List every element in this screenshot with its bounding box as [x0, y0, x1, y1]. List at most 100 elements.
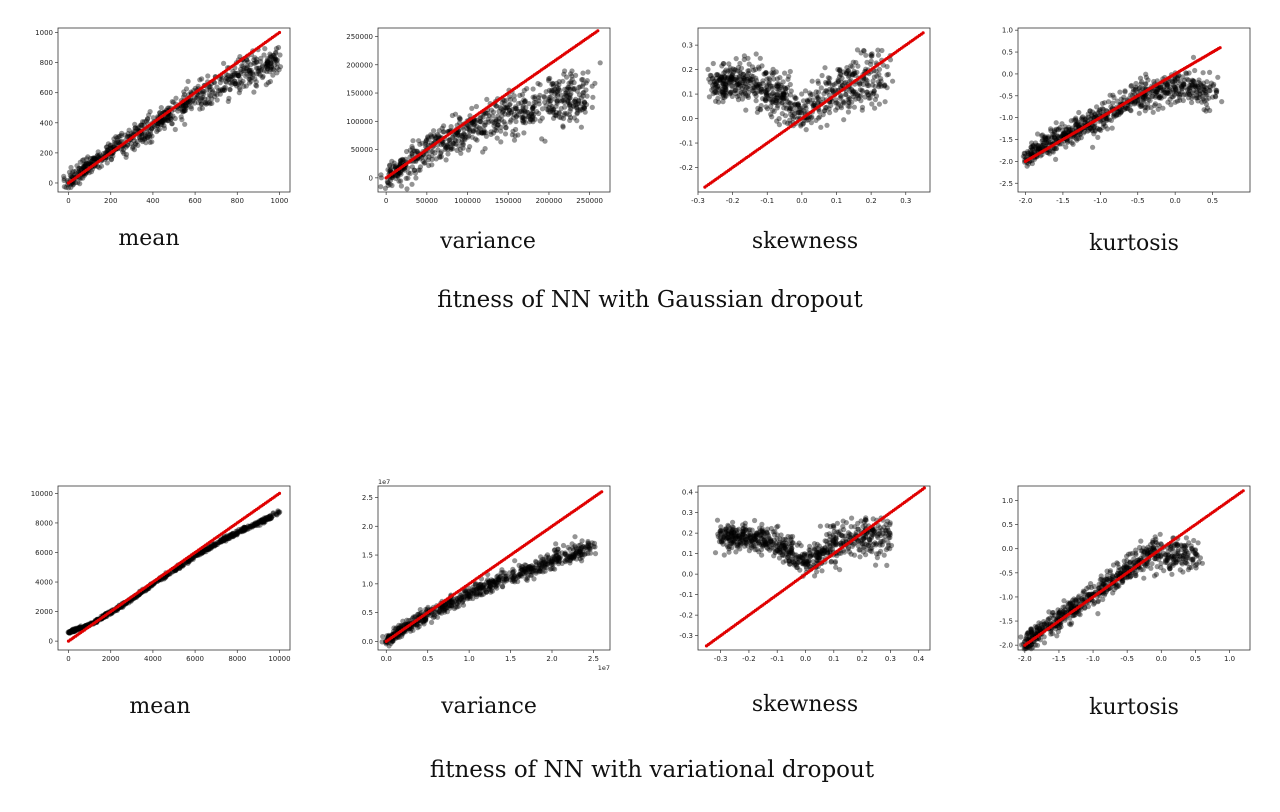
- data-point: [473, 587, 479, 593]
- data-point: [204, 100, 210, 106]
- data-point: [843, 92, 849, 98]
- data-point: [714, 90, 720, 96]
- data-point: [477, 585, 483, 591]
- data-point: [849, 86, 855, 93]
- data-point: [270, 511, 276, 517]
- data-point: [721, 73, 727, 79]
- data-point: [1034, 146, 1040, 152]
- data-point: [1067, 138, 1073, 144]
- data-point: [1156, 95, 1162, 101]
- data-point: [1156, 85, 1162, 91]
- data-point: [423, 137, 430, 143]
- data-point: [220, 88, 226, 94]
- data-point: [550, 565, 556, 572]
- data-point: [1200, 70, 1206, 76]
- data-point: [205, 96, 211, 102]
- data-point: [200, 548, 206, 555]
- data-point: [567, 560, 573, 566]
- data-point: [1054, 136, 1060, 143]
- data-point: [774, 83, 780, 90]
- data-point: [782, 102, 788, 108]
- data-point: [853, 96, 859, 102]
- data-point: [78, 624, 84, 630]
- data-point: [846, 100, 852, 106]
- data-point: [405, 175, 411, 181]
- data-point: [743, 93, 749, 99]
- data-point: [417, 167, 423, 173]
- data-point: [850, 59, 856, 65]
- data-point: [429, 134, 435, 140]
- data-point: [498, 570, 504, 576]
- data-point: [207, 544, 213, 550]
- data-point: [1210, 83, 1216, 89]
- data-point: [459, 139, 465, 145]
- data-point: [565, 555, 571, 561]
- data-point: [884, 72, 890, 78]
- data-point: [1157, 84, 1163, 90]
- data-point: [267, 59, 274, 65]
- data-point: [732, 76, 739, 82]
- data-point: [438, 610, 444, 616]
- data-point: [207, 545, 213, 551]
- data-point: [430, 148, 436, 154]
- data-point: [1166, 79, 1172, 85]
- data-point: [88, 159, 94, 165]
- data-point: [577, 84, 583, 90]
- data-point: [128, 140, 134, 147]
- data-point: [1104, 126, 1111, 132]
- data-point: [566, 555, 572, 561]
- identity-line: [384, 29, 600, 180]
- identity-line: [66, 30, 282, 185]
- data-point: [1091, 114, 1097, 120]
- data-point: [836, 74, 842, 80]
- data-point: [1176, 91, 1182, 97]
- data-point: [443, 603, 449, 609]
- data-point: [73, 168, 79, 174]
- data-point: [757, 83, 763, 89]
- data-point: [1137, 75, 1144, 81]
- data-point: [1170, 78, 1176, 84]
- data-point: [181, 561, 187, 567]
- data-point: [870, 82, 876, 88]
- data-point: [506, 102, 512, 108]
- data-point: [730, 75, 736, 81]
- data-point: [546, 96, 552, 103]
- data-point: [758, 103, 764, 109]
- data-point: [563, 559, 569, 565]
- data-point: [228, 73, 234, 79]
- data-point: [61, 177, 67, 184]
- data-point: [1206, 84, 1212, 90]
- data-point: [592, 544, 598, 550]
- data-point: [91, 156, 97, 162]
- data-point: [76, 625, 82, 631]
- data-point: [149, 126, 155, 132]
- data-point: [503, 105, 509, 111]
- data-point: [490, 109, 497, 115]
- data-point: [247, 69, 253, 75]
- data-point: [556, 110, 562, 116]
- data-point: [746, 83, 752, 89]
- data-point: [69, 628, 75, 635]
- data-point: [205, 546, 211, 552]
- data-point: [217, 539, 223, 545]
- data-point: [1022, 154, 1028, 160]
- data-point: [190, 556, 196, 562]
- data-point: [467, 125, 473, 131]
- data-point: [492, 581, 498, 588]
- data-point: [723, 88, 729, 95]
- data-point: [180, 109, 186, 115]
- data-point: [187, 99, 193, 105]
- data-point: [769, 114, 775, 120]
- data-point: [821, 91, 827, 97]
- data-point: [826, 92, 832, 98]
- data-point: [753, 93, 759, 99]
- data-point: [208, 93, 214, 99]
- data-point: [750, 84, 757, 90]
- data-point: [1073, 122, 1079, 128]
- data-point: [1073, 118, 1079, 124]
- data-point: [537, 568, 543, 574]
- data-point: [532, 103, 538, 109]
- data-point: [562, 86, 568, 92]
- data-point: [536, 110, 542, 117]
- data-point: [580, 90, 586, 96]
